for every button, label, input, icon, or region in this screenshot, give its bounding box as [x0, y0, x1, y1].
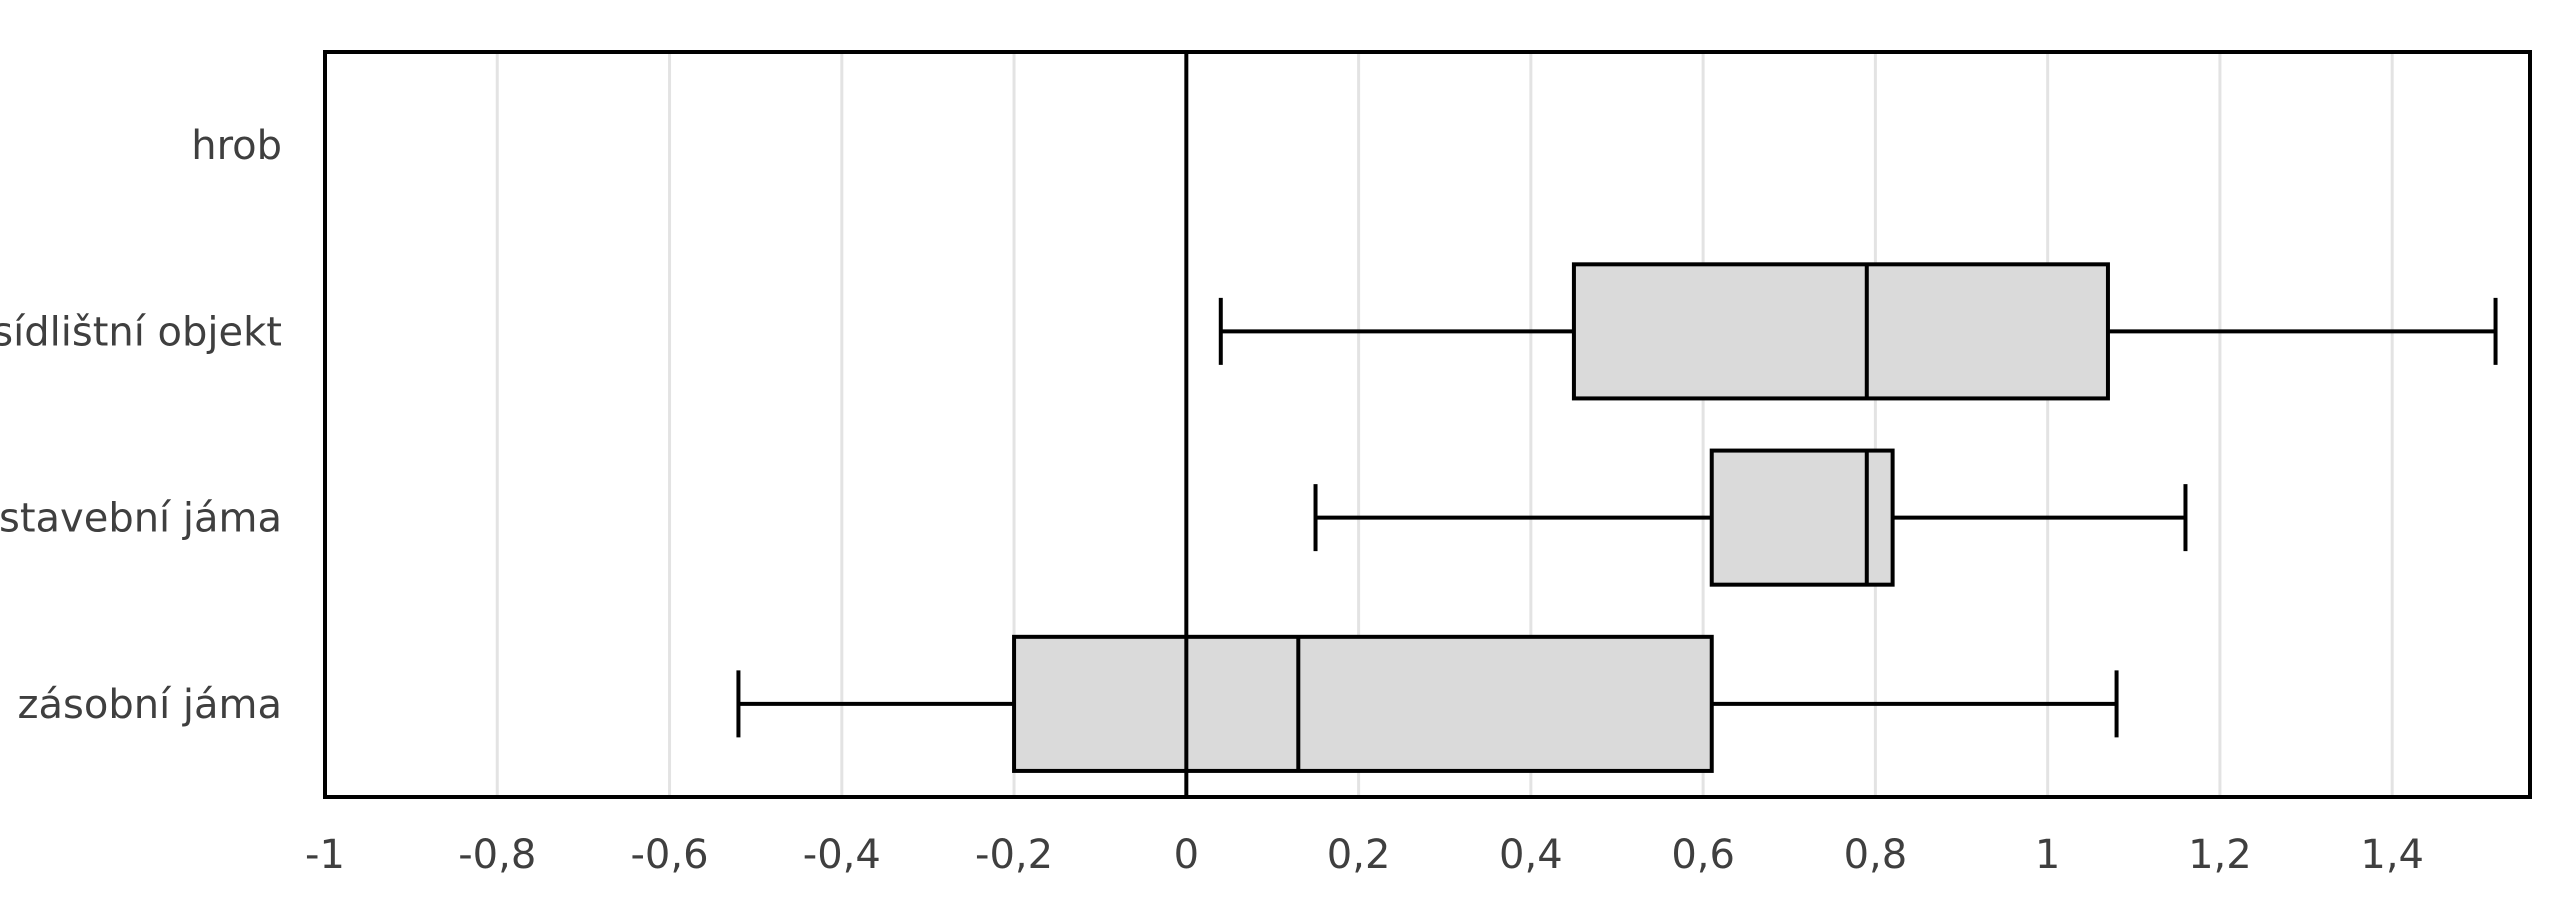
x-tick-label: 0,2: [1327, 832, 1391, 878]
x-tick-label: -0,8: [458, 832, 536, 878]
box-plot-item: [736, 634, 2119, 773]
box-plot-item: [1218, 262, 2498, 401]
x-tick-label: 0,6: [1671, 832, 1735, 878]
y-axis-category-labels: hrob sídlištní objekt stavební jáma zásobní…: [0, 123, 282, 728]
x-tick-label: 1,4: [2360, 832, 2424, 878]
x-axis-tick-labels: -1 -0,8 -0,6 -0,4 -0,2 0 0,2 0,4 0,6 0,8 1 1,2 1,4: [305, 832, 2424, 878]
x-tick-label: 1,2: [2188, 832, 2252, 878]
interquartile-box: [1012, 634, 1714, 773]
category-label: hrob: [191, 123, 282, 169]
interquartile-box: [1709, 448, 1895, 587]
plot-area-frame: [323, 50, 2532, 799]
x-tick-label: 0: [1174, 832, 1199, 878]
x-tick-label: 0,4: [1499, 832, 1563, 878]
box-series: [323, 78, 2498, 773]
category-label: sídlištní objekt: [0, 309, 282, 355]
x-tick-label: -1: [305, 832, 345, 878]
box-plot-item: [1313, 448, 2188, 587]
x-tick-label: 0,8: [1844, 832, 1908, 878]
x-tick-label: -0,4: [803, 832, 881, 878]
x-tick-label: -0,2: [975, 832, 1053, 878]
interquartile-box: [1571, 262, 2110, 401]
x-tick-label: -0,6: [631, 832, 709, 878]
gridlines: [495, 52, 2394, 797]
category-label: zásobní jáma: [18, 682, 283, 728]
x-tick-label: 1: [2035, 832, 2060, 878]
category-label: stavební jáma: [0, 496, 282, 542]
